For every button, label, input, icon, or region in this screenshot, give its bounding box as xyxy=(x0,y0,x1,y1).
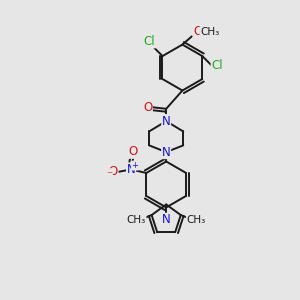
Text: N: N xyxy=(162,213,171,226)
Text: Cl: Cl xyxy=(144,35,155,48)
Text: O: O xyxy=(109,165,118,178)
Text: Cl: Cl xyxy=(211,59,223,72)
Text: CH₃: CH₃ xyxy=(186,215,206,225)
Text: O: O xyxy=(143,101,152,114)
Text: CH₃: CH₃ xyxy=(127,215,146,225)
Text: N: N xyxy=(162,115,171,128)
Text: CH₃: CH₃ xyxy=(200,27,219,37)
Text: N: N xyxy=(162,146,171,159)
Text: ⁻: ⁻ xyxy=(106,169,112,182)
Text: O: O xyxy=(193,25,203,38)
Text: +: + xyxy=(131,161,138,170)
Text: O: O xyxy=(129,145,138,158)
Text: N: N xyxy=(127,163,135,176)
